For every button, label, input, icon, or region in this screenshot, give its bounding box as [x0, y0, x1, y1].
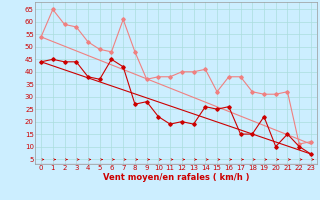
X-axis label: Vent moyen/en rafales ( km/h ): Vent moyen/en rafales ( km/h )	[103, 173, 249, 182]
